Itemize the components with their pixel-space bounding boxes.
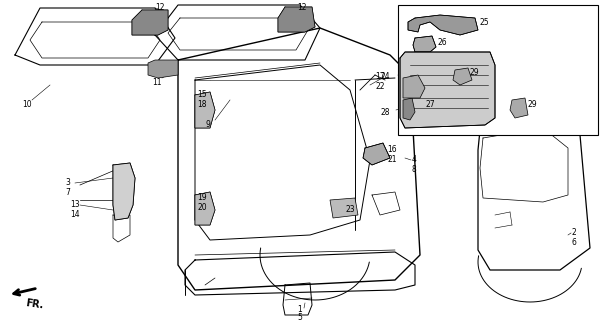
- Text: 18: 18: [197, 100, 206, 109]
- Text: FR.: FR.: [25, 298, 44, 310]
- Text: 8: 8: [412, 165, 417, 174]
- Text: 27: 27: [426, 100, 436, 109]
- Polygon shape: [408, 15, 478, 35]
- Text: 7: 7: [65, 188, 70, 197]
- Text: 29: 29: [528, 100, 538, 109]
- Polygon shape: [132, 10, 168, 35]
- Polygon shape: [195, 92, 215, 128]
- Text: 29: 29: [470, 68, 480, 77]
- Polygon shape: [113, 163, 135, 220]
- Text: 26: 26: [438, 38, 447, 47]
- Text: 24: 24: [381, 72, 390, 81]
- Polygon shape: [510, 98, 528, 118]
- Text: 25: 25: [480, 18, 490, 27]
- Polygon shape: [278, 7, 315, 32]
- Polygon shape: [400, 52, 495, 128]
- Text: 1: 1: [297, 305, 302, 314]
- Polygon shape: [403, 75, 425, 98]
- Bar: [398, 5, 598, 135]
- Text: 2: 2: [572, 228, 577, 237]
- Polygon shape: [363, 143, 390, 165]
- Text: 23: 23: [345, 205, 354, 214]
- Text: 5: 5: [297, 313, 302, 320]
- Text: 12: 12: [155, 3, 164, 12]
- Text: 13: 13: [70, 200, 80, 209]
- Text: 3: 3: [65, 178, 70, 187]
- Text: 15: 15: [197, 90, 206, 99]
- Polygon shape: [195, 192, 215, 225]
- Text: 11: 11: [152, 78, 161, 87]
- Polygon shape: [330, 198, 358, 218]
- Text: 12: 12: [297, 3, 307, 12]
- Text: 14: 14: [70, 210, 80, 219]
- Polygon shape: [148, 60, 178, 78]
- Text: 28: 28: [381, 108, 390, 117]
- Text: 4: 4: [412, 155, 417, 164]
- Text: 17: 17: [375, 72, 385, 81]
- Text: 20: 20: [197, 203, 206, 212]
- Text: 22: 22: [375, 82, 384, 91]
- Text: 21: 21: [387, 155, 396, 164]
- Text: 19: 19: [197, 193, 206, 202]
- Polygon shape: [413, 36, 436, 52]
- Text: 16: 16: [387, 145, 396, 154]
- Text: 6: 6: [572, 238, 577, 247]
- Polygon shape: [453, 68, 472, 85]
- Text: 9: 9: [205, 120, 210, 129]
- Text: 10: 10: [22, 100, 32, 109]
- Polygon shape: [403, 98, 415, 120]
